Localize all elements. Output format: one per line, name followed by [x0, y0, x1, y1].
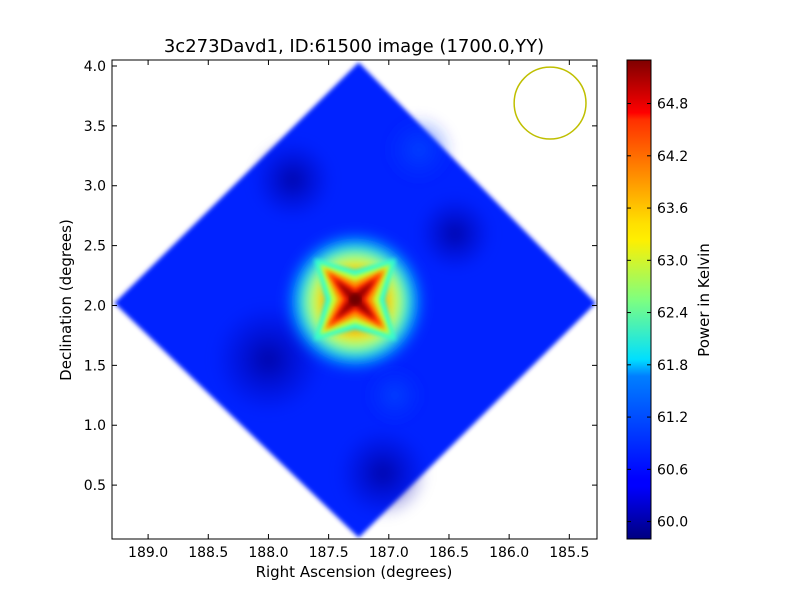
- x-tick-label: 186.5: [429, 545, 469, 561]
- colorbar-ticks: 60.0 60.6 61.2 61.8 62.4 63.0 63.6 64.2 64.8: [627, 97, 688, 531]
- y-tick-label: 2.0: [84, 298, 106, 314]
- colorbar-tick-label: 63.0: [657, 253, 688, 269]
- colorbar-label: Power in Kelvin: [695, 243, 713, 357]
- colorbar-tick-label: 61.2: [657, 410, 688, 426]
- y-tick-label: 0.5: [84, 478, 106, 494]
- x-tick-label: 187.5: [309, 545, 349, 561]
- colorbar-tick-label: 60.6: [657, 462, 688, 478]
- background-variation: [383, 114, 454, 185]
- y-tick-label: 2.5: [84, 239, 106, 255]
- colorbar-tick-label: 64.8: [657, 97, 688, 113]
- y-axis-ticks: 0.5 1.0 1.5 2.0 2.5 3.0 3.5 4.0: [84, 59, 597, 494]
- y-tick-label: 3.0: [84, 179, 106, 195]
- x-tick-label: 185.5: [549, 545, 589, 561]
- background-variation: [364, 365, 425, 426]
- source-peak: [283, 229, 428, 374]
- y-tick-label: 1.5: [84, 358, 106, 374]
- chart-title: 3c273Davd1, ID:61500 image (1700.0,YY): [164, 36, 544, 57]
- y-tick-label: 1.0: [84, 418, 106, 434]
- x-tick-label: 188.0: [248, 545, 288, 561]
- colorbar-tick-label: 62.4: [657, 306, 688, 322]
- background-variation: [337, 428, 428, 519]
- y-axis-label: Declination (degrees): [57, 219, 75, 381]
- x-axis-ticks: 189.0 188.5 188.0 187.5 187.0 186.5 186.0 185.5: [128, 60, 589, 561]
- heatmap-image: [114, 62, 596, 538]
- colorbar: [626, 59, 652, 540]
- colorbar-tick-label: 63.6: [657, 201, 688, 217]
- plot-frame: [111, 59, 598, 540]
- x-axis-label: Right Ascension (degrees): [256, 563, 453, 581]
- background-variation: [416, 195, 493, 272]
- x-tick-label: 188.5: [188, 545, 228, 561]
- x-tick-label: 189.0: [128, 545, 168, 561]
- y-tick-label: 3.5: [84, 119, 106, 135]
- x-tick-label: 187.0: [369, 545, 409, 561]
- y-tick-label: 4.0: [84, 59, 106, 75]
- colorbar-tick-label: 60.0: [657, 515, 688, 531]
- background-variation: [252, 139, 333, 220]
- colorbar-tick-label: 61.8: [657, 358, 688, 374]
- x-tick-label: 186.0: [489, 545, 529, 561]
- peak-center: [349, 293, 362, 306]
- colorbar-tick-label: 64.2: [657, 149, 688, 165]
- beam-circle: [513, 66, 587, 140]
